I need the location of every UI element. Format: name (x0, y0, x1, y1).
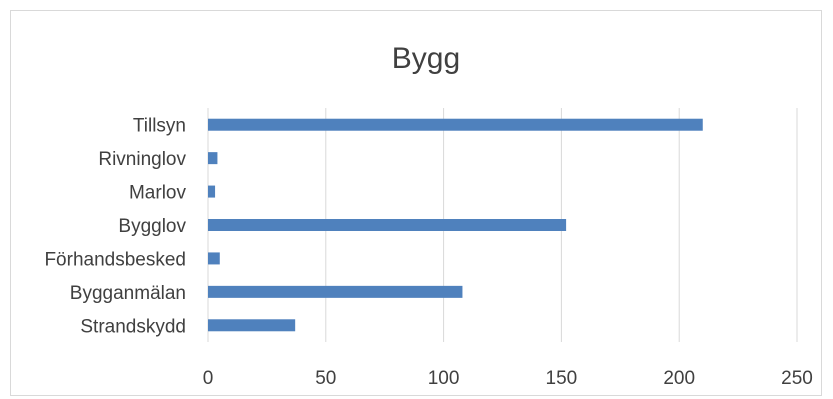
x-tick-label: 100 (428, 368, 460, 389)
grid-lines (207, 108, 798, 342)
chart-frame (10, 10, 822, 396)
bar-rivninglov (208, 152, 218, 165)
x-tick-label: 150 (546, 368, 578, 389)
category-labels: Tillsyn Rivninglov Marlov Bygglov Förhandsbe… (44, 116, 186, 338)
bar-marlov (208, 185, 216, 198)
x-tick-label: 50 (315, 368, 336, 389)
bar-strandskydd (208, 319, 296, 332)
bar-tillsyn (208, 118, 703, 131)
x-tick-label: 200 (663, 368, 695, 389)
x-tick-label: 250 (781, 368, 813, 389)
x-tick-label: 0 (203, 368, 214, 389)
bar-bygglov (208, 219, 567, 231)
category-label: Bygglov (118, 216, 186, 237)
x-tick-labels: 0 50 100 150 200 250 (203, 368, 813, 389)
category-label: Bygganmälan (70, 283, 186, 304)
category-label: Tillsyn (133, 116, 186, 137)
category-label: Förhandsbesked (44, 249, 186, 270)
category-label: Strandskydd (80, 316, 186, 337)
bars (208, 118, 703, 332)
category-label: Rivninglov (98, 149, 186, 170)
bar-förhandsbesked (208, 252, 220, 265)
bar-bygganmälan (208, 285, 463, 298)
chart-title: Bygg (392, 42, 460, 75)
category-label: Marlov (129, 183, 187, 204)
